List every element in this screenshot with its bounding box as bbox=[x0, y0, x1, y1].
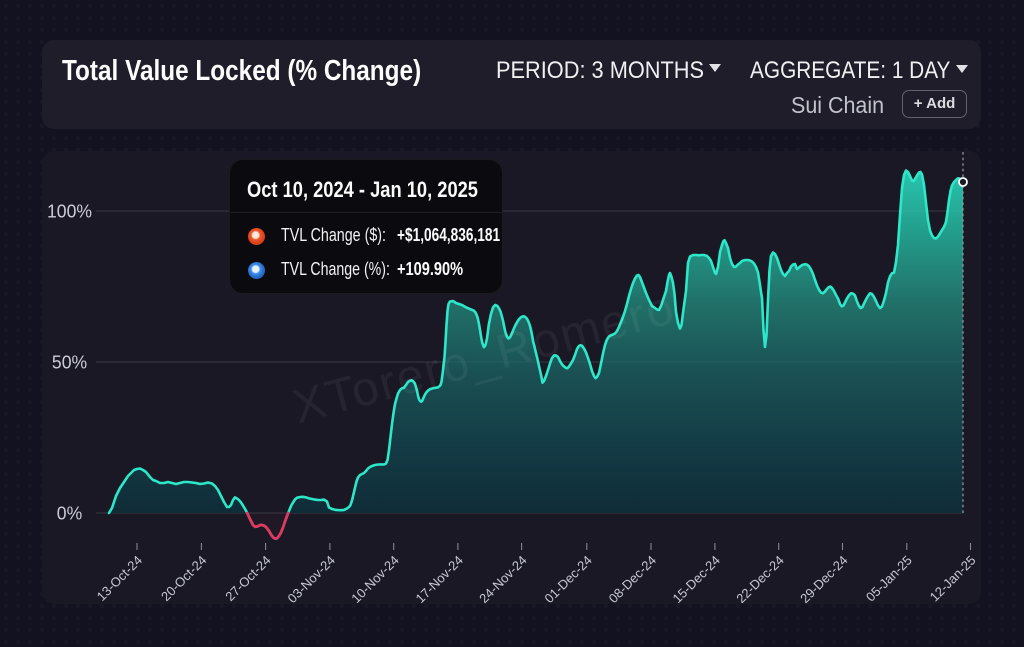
svg-text:15-Dec-24: 15-Dec-24 bbox=[669, 553, 723, 607]
svg-text:29-Dec-24: 29-Dec-24 bbox=[797, 553, 851, 607]
svg-text:08-Dec-24: 08-Dec-24 bbox=[606, 553, 660, 607]
svg-text:20-Oct-24: 20-Oct-24 bbox=[158, 553, 209, 604]
svg-text:13-Oct-24: 13-Oct-24 bbox=[94, 553, 145, 604]
svg-text:0%: 0% bbox=[57, 503, 82, 524]
svg-text:27-Oct-24: 27-Oct-24 bbox=[222, 553, 273, 604]
svg-text:22-Dec-24: 22-Dec-24 bbox=[733, 553, 787, 607]
svg-text:24-Nov-24: 24-Nov-24 bbox=[476, 553, 530, 607]
svg-text:10-Nov-24: 10-Nov-24 bbox=[348, 553, 402, 607]
svg-text:12-Jan-25: 12-Jan-25 bbox=[927, 553, 979, 605]
svg-text:50%: 50% bbox=[52, 352, 87, 373]
svg-text:01-Dec-24: 01-Dec-24 bbox=[541, 553, 595, 607]
svg-text:100%: 100% bbox=[47, 201, 92, 222]
svg-text:03-Nov-24: 03-Nov-24 bbox=[284, 553, 338, 607]
svg-text:05-Jan-25: 05-Jan-25 bbox=[863, 553, 915, 605]
svg-text:17-Nov-24: 17-Nov-24 bbox=[412, 553, 466, 607]
